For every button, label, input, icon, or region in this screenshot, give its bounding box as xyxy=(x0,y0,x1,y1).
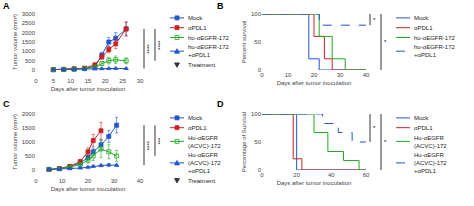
svg-text:50: 50 xyxy=(254,39,261,45)
svg-text:60: 60 xyxy=(363,172,370,178)
svg-text:Percentage of Survival: Percentage of Survival xyxy=(241,112,247,172)
svg-text:Days after tumor inoculation: Days after tumor inoculation xyxy=(277,80,352,86)
svg-text:20: 20 xyxy=(85,178,92,184)
svg-text:1500: 1500 xyxy=(22,39,36,45)
svg-text:2000: 2000 xyxy=(22,111,36,117)
svg-text:B: B xyxy=(217,1,224,11)
svg-text:25: 25 xyxy=(119,78,126,84)
svg-text:αPDL1: αPDL1 xyxy=(414,125,433,131)
svg-text:hu-αEGFR-172+αPDL1: hu-αEGFR-172+αPDL1 xyxy=(188,44,229,58)
svg-text:****: **** xyxy=(157,40,163,50)
svg-text:*: * xyxy=(373,17,376,23)
svg-text:30: 30 xyxy=(137,78,144,84)
svg-text:0: 0 xyxy=(258,67,262,73)
svg-text:*: * xyxy=(373,125,376,131)
svg-text:100: 100 xyxy=(251,111,262,117)
svg-text:1000: 1000 xyxy=(22,139,36,145)
svg-text:Days after tumor inoculation: Days after tumor inoculation xyxy=(51,86,126,92)
svg-text:hu-αEGFR-172: hu-αEGFR-172 xyxy=(414,35,455,41)
svg-text:0: 0 xyxy=(260,72,264,78)
svg-text:Percent survival: Percent survival xyxy=(241,21,247,64)
svg-text:*: * xyxy=(384,139,387,145)
svg-text:***: *** xyxy=(157,137,163,145)
svg-text:0: 0 xyxy=(260,172,264,178)
svg-text:αPDL1: αPDL1 xyxy=(188,125,207,131)
svg-text:10: 10 xyxy=(285,72,292,78)
svg-text:hu-αEGFR-172+αPDL1: hu-αEGFR-172+αPDL1 xyxy=(414,44,455,58)
svg-text:40: 40 xyxy=(328,172,335,178)
svg-text:D: D xyxy=(217,99,224,109)
svg-text:αPDL1: αPDL1 xyxy=(188,25,207,31)
svg-text:Days after tumor inoculation: Days after tumor inoculation xyxy=(51,186,126,192)
svg-text:0: 0 xyxy=(32,167,36,173)
svg-text:Hu-αEGFR(ACVC)-172+αPDL1: Hu-αEGFR(ACVC)-172+αPDL1 xyxy=(188,152,221,174)
svg-text:Hu-αEGFR(ACVC)-172: Hu-αEGFR(ACVC)-172 xyxy=(414,135,447,149)
svg-text:20: 20 xyxy=(293,172,300,178)
svg-text:****: **** xyxy=(146,140,152,150)
svg-text:C: C xyxy=(3,99,10,109)
svg-text:40: 40 xyxy=(363,72,370,78)
svg-text:Tumor volume (mm³): Tumor volume (mm³) xyxy=(12,114,18,170)
svg-text:*: * xyxy=(384,39,387,45)
svg-text:αPDL1: αPDL1 xyxy=(414,25,433,31)
svg-text:Hu-αEGFR(ACVC)-172: Hu-αEGFR(ACVC)-172 xyxy=(188,135,221,149)
svg-text:Mock: Mock xyxy=(414,115,429,121)
svg-text:30: 30 xyxy=(111,178,118,184)
svg-text:A: A xyxy=(3,1,10,11)
svg-text:Treatment: Treatment xyxy=(188,62,215,68)
svg-text:0: 0 xyxy=(34,78,38,84)
svg-text:1500: 1500 xyxy=(22,125,36,131)
svg-text:30: 30 xyxy=(337,72,344,78)
svg-text:Treatment: Treatment xyxy=(188,178,215,184)
svg-text:****: **** xyxy=(146,44,152,54)
svg-text:0: 0 xyxy=(34,178,38,184)
svg-text:2000: 2000 xyxy=(22,30,36,36)
svg-text:3000: 3000 xyxy=(22,11,36,17)
svg-text:10: 10 xyxy=(67,78,74,84)
svg-text:0: 0 xyxy=(258,167,262,173)
svg-text:Hu-αEGFR(ACVC)-172+αPDL1: Hu-αEGFR(ACVC)-172+αPDL1 xyxy=(414,152,447,174)
svg-text:Mock: Mock xyxy=(414,15,429,21)
svg-text:15: 15 xyxy=(85,78,92,84)
svg-text:20: 20 xyxy=(311,72,318,78)
svg-text:20: 20 xyxy=(102,78,109,84)
svg-text:0: 0 xyxy=(32,67,36,73)
svg-text:500: 500 xyxy=(25,153,36,159)
svg-text:Tumor volume (mm³): Tumor volume (mm³) xyxy=(12,14,18,70)
svg-text:2500: 2500 xyxy=(22,20,36,26)
svg-text:Mock: Mock xyxy=(188,15,203,21)
svg-text:10: 10 xyxy=(59,178,66,184)
svg-text:500: 500 xyxy=(25,58,36,64)
svg-text:5: 5 xyxy=(52,78,56,84)
svg-text:hu-αEGFR-172: hu-αEGFR-172 xyxy=(188,35,229,41)
svg-text:Days after tumor inoculation: Days after tumor inoculation xyxy=(277,180,352,186)
svg-text:100: 100 xyxy=(251,11,262,17)
svg-text:Mock: Mock xyxy=(188,115,203,121)
svg-text:50: 50 xyxy=(254,139,261,145)
svg-text:1000: 1000 xyxy=(22,48,36,54)
svg-text:40: 40 xyxy=(137,178,144,184)
